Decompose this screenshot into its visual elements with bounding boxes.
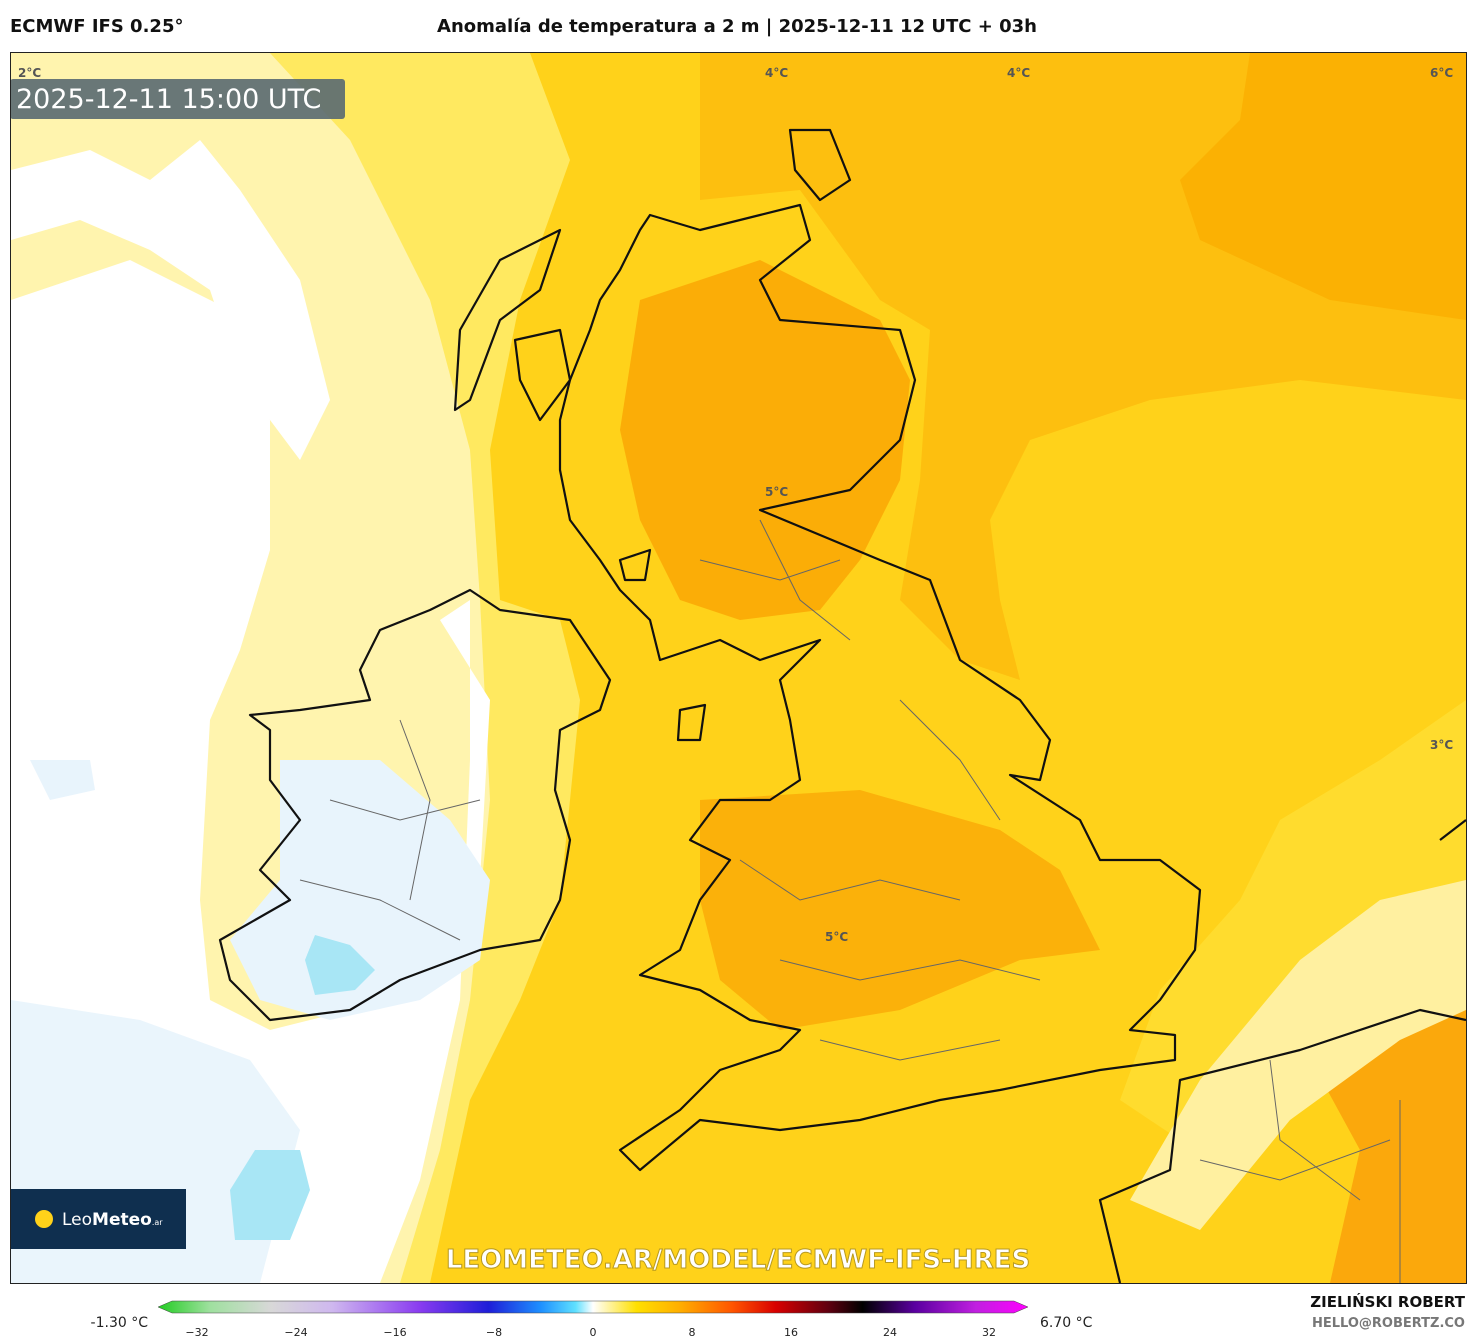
field-warmer: [620, 260, 910, 620]
colorbar-tick-label: −16: [383, 1326, 406, 1339]
model-name: ECMWF IFS 0.25°: [10, 16, 183, 37]
logo-text: LeoMeteo.ar: [62, 1210, 163, 1230]
field-neutral: [11, 140, 330, 460]
logo-light: Leo: [62, 1210, 92, 1230]
colorbar-tick-label: 0: [590, 1326, 597, 1339]
field-colder: [230, 1150, 310, 1240]
field-colder: [305, 935, 375, 995]
logo-sun: [35, 1210, 53, 1228]
contour-label: 2°C: [18, 66, 41, 80]
field-cool: [1120, 700, 1466, 1140]
coastline-continent: [1098, 819, 1466, 1283]
colorbar-tick-label: −32: [185, 1326, 208, 1339]
colorbar-tick-label: 32: [982, 1326, 996, 1339]
contour-label: 5°C: [825, 930, 848, 944]
field-warmer: [700, 790, 1100, 1030]
colorbar-min: -1.30 °C: [91, 1315, 149, 1331]
contour-label: 5°C: [765, 485, 788, 499]
map: 2°C 4°C 4°C 6°C 5°C 5°C 3°C 2025-12-11 1…: [11, 53, 1466, 1283]
contour-label: 3°C: [1430, 738, 1453, 752]
field-warmer: [1180, 53, 1466, 320]
field-cold: [30, 760, 95, 800]
colorbar-tick-label: 8: [689, 1326, 696, 1339]
credit-contact: HELLO@ROBERTZ.CO: [1312, 1316, 1465, 1331]
admin-borders: [299, 519, 1401, 1283]
map-frame: [10, 52, 1467, 1284]
coastline-islands: [453, 128, 852, 742]
credit-author: ZIELIŃSKI ROBERT: [1310, 1292, 1465, 1311]
colorbar: [157, 1300, 1029, 1314]
map-title: Anomalía de temperatura a 2 m | 2025-12-…: [437, 16, 1037, 37]
contour-label: 6°C: [1430, 66, 1453, 80]
coastline-great-britain: [558, 203, 1202, 1172]
colorbar-tick-label: −24: [284, 1326, 307, 1339]
colorbar-ticks: −32 −24 −16 −8 0 8 16 24 32: [185, 1326, 996, 1339]
contour-label: 4°C: [1007, 66, 1030, 80]
watermark: LEOMETEO.AR/MODEL/ECMWF-IFS-HRES: [446, 1245, 1030, 1275]
colorbar-tick-label: 16: [784, 1326, 798, 1339]
contour-label: 4°C: [765, 66, 788, 80]
colorbar-max: 6.70 °C: [1040, 1315, 1093, 1331]
logo-bold: Meteo: [92, 1210, 152, 1230]
timestamp-box: [11, 79, 345, 119]
colorbar-tick-label: −8: [486, 1326, 502, 1339]
logo-suffix: .ar: [152, 1218, 163, 1227]
timestamp: 2025-12-11 15:00 UTC: [16, 84, 321, 115]
colorbar-tick-label: 24: [883, 1326, 897, 1339]
coastline-ireland: [218, 588, 612, 1022]
field-cooler: [1130, 880, 1466, 1230]
